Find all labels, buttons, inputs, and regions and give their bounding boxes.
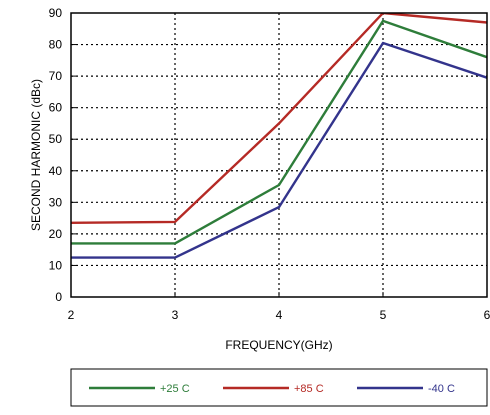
- y-tick-label: 0: [55, 290, 62, 304]
- x-tick-label: 5: [380, 308, 387, 322]
- y-tick-label: 10: [49, 258, 63, 272]
- y-tick-label: 40: [49, 164, 63, 178]
- legend-label-2: +85 C: [294, 383, 324, 395]
- y-tick-label: 30: [49, 195, 63, 209]
- legend-label-1: +25 C: [160, 383, 190, 395]
- y-tick-label: 60: [49, 101, 63, 115]
- series-line-3: [71, 41, 487, 259]
- legend: +25 C +85 C -40 C: [89, 383, 455, 395]
- y-tick-label: 20: [49, 227, 63, 241]
- x-tick-label: 2: [68, 308, 75, 322]
- series-line-2: [71, 13, 487, 224]
- series-line-1: [71, 19, 487, 245]
- x-axis-title: FREQUENCY(GHz): [225, 338, 332, 352]
- y-tick-label: 80: [49, 38, 63, 52]
- gridlines: [71, 13, 487, 297]
- y-axis-title: SECOND HARMONIC (dBc): [29, 79, 43, 231]
- legend-label-3: -40 C: [428, 383, 455, 395]
- y-tick-label: 70: [49, 69, 63, 83]
- y-tick-label: 50: [49, 132, 63, 146]
- x-tick-label: 4: [276, 308, 283, 322]
- plot-series: [71, 13, 487, 259]
- y-tick-label: 90: [49, 6, 63, 20]
- x-tick-label: 6: [484, 308, 490, 322]
- x-tick-label: 3: [172, 308, 179, 322]
